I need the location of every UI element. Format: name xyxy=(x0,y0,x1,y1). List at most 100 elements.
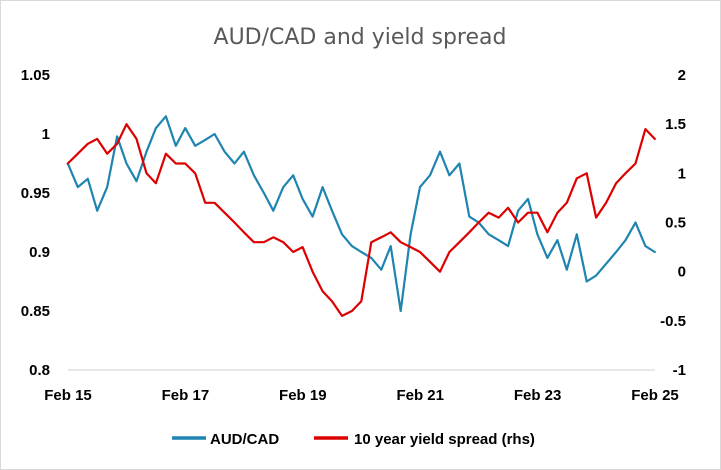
data-point-audcad xyxy=(595,275,597,277)
data-point-audcad xyxy=(351,245,353,247)
x-tick-label: Feb 21 xyxy=(396,387,444,404)
data-point-audcad xyxy=(390,245,392,247)
data-point-yield-spread xyxy=(233,221,236,224)
data-point-yield-spread xyxy=(194,172,196,174)
data-point-yield-spread xyxy=(341,315,343,317)
data-point-yield-spread xyxy=(488,212,490,214)
y-right-tick-label: 1.5 xyxy=(665,116,686,133)
data-point-yield-spread xyxy=(448,251,450,253)
y-left-tick-label: 0.8 xyxy=(29,362,50,379)
data-point-audcad xyxy=(116,135,118,137)
x-tick-label: Feb 15 xyxy=(44,387,92,404)
legend-item-yield-spread: 10 year yield spread (rhs) xyxy=(314,431,535,448)
data-point-yield-spread xyxy=(419,251,421,253)
data-point-audcad xyxy=(566,269,568,271)
data-point-yield-spread xyxy=(654,138,656,140)
data-point-yield-spread xyxy=(360,300,362,302)
data-point-audcad xyxy=(224,151,226,153)
data-point-audcad xyxy=(96,210,98,212)
data-point-yield-spread xyxy=(605,202,607,204)
data-point-yield-spread xyxy=(253,241,255,243)
data-point-audcad xyxy=(546,257,549,259)
data-point-audcad xyxy=(331,210,333,212)
legend-label-yield-spread: 10 year yield spread (rhs) xyxy=(354,431,535,448)
data-point-audcad xyxy=(282,186,284,188)
data-point-audcad xyxy=(125,162,128,165)
data-point-audcad xyxy=(175,145,177,147)
data-point-yield-spread xyxy=(302,246,304,248)
data-point-audcad xyxy=(410,233,412,235)
data-point-yield-spread xyxy=(624,172,627,174)
data-point-audcad xyxy=(419,186,421,188)
x-tick-label: Feb 17 xyxy=(162,387,210,404)
data-point-audcad xyxy=(586,280,588,283)
data-point-yield-spread xyxy=(400,241,402,243)
series-line-yield-spread xyxy=(66,123,656,317)
y-left-tick-label: 0.95 xyxy=(21,185,50,202)
data-point-audcad xyxy=(263,192,265,194)
data-point-audcad xyxy=(624,239,627,241)
data-point-yield-spread xyxy=(566,202,568,204)
legend-item-audcad: AUD/CAD xyxy=(172,431,279,448)
data-point-audcad xyxy=(87,178,89,180)
data-point-audcad xyxy=(468,216,470,218)
data-point-audcad xyxy=(253,174,255,176)
data-point-yield-spread xyxy=(282,241,284,243)
data-point-audcad xyxy=(165,115,167,117)
data-point-audcad xyxy=(448,174,450,176)
data-point-yield-spread xyxy=(175,162,177,165)
data-point-yield-spread xyxy=(135,138,138,140)
data-point-audcad xyxy=(527,198,529,200)
data-point-yield-spread xyxy=(155,182,157,184)
data-point-audcad xyxy=(243,151,245,153)
y-left-tick-label: 1 xyxy=(42,126,50,143)
data-point-yield-spread xyxy=(165,153,167,155)
data-point-yield-spread xyxy=(517,221,519,224)
data-point-yield-spread xyxy=(498,217,500,219)
data-point-yield-spread xyxy=(507,207,509,209)
data-point-audcad xyxy=(429,174,431,176)
data-point-yield-spread xyxy=(370,241,372,243)
series-line-audcad xyxy=(66,115,656,313)
data-point-yield-spread xyxy=(576,177,578,179)
data-point-yield-spread xyxy=(125,123,128,125)
data-point-yield-spread xyxy=(312,271,314,273)
legend: AUD/CAD 10 year yield spread (rhs) xyxy=(172,431,535,448)
data-point-yield-spread xyxy=(243,231,245,233)
y-left-tick-label: 1.05 xyxy=(21,67,50,84)
data-point-audcad xyxy=(615,251,617,253)
data-point-yield-spread xyxy=(527,212,529,214)
data-point-audcad xyxy=(145,151,148,153)
data-point-audcad xyxy=(194,145,196,147)
data-point-audcad xyxy=(341,233,343,235)
data-point-yield-spread xyxy=(106,153,108,155)
data-point-yield-spread xyxy=(145,172,148,174)
data-point-yield-spread xyxy=(224,212,226,214)
x-tick-label: Feb 19 xyxy=(279,387,327,404)
x-tick-label: Feb 23 xyxy=(514,387,562,404)
data-point-yield-spread xyxy=(468,231,470,233)
x-axis-ticks: Feb 15 Feb 17 Feb 19 Feb 21 Feb 23 Feb 25 xyxy=(44,387,679,404)
data-point-audcad xyxy=(233,162,236,165)
data-point-yield-spread xyxy=(390,231,392,233)
data-point-audcad xyxy=(204,139,206,141)
data-point-audcad xyxy=(380,269,382,271)
data-point-yield-spread xyxy=(478,221,480,224)
data-point-yield-spread xyxy=(458,241,460,243)
data-point-yield-spread xyxy=(292,251,294,253)
data-point-yield-spread xyxy=(322,290,324,292)
data-point-audcad xyxy=(292,174,294,176)
y-right-tick-label: 1 xyxy=(678,165,686,182)
series-layer xyxy=(66,115,656,317)
y-left-tick-label: 0.9 xyxy=(29,244,50,261)
data-point-audcad xyxy=(536,233,539,235)
data-point-yield-spread xyxy=(184,162,186,165)
data-point-audcad xyxy=(214,133,216,135)
y-right-tick-label: 2 xyxy=(678,67,686,84)
data-point-audcad xyxy=(644,245,647,247)
data-point-yield-spread xyxy=(536,212,539,214)
data-point-audcad xyxy=(184,127,186,129)
data-point-yield-spread xyxy=(410,246,412,248)
data-point-yield-spread xyxy=(272,236,274,238)
